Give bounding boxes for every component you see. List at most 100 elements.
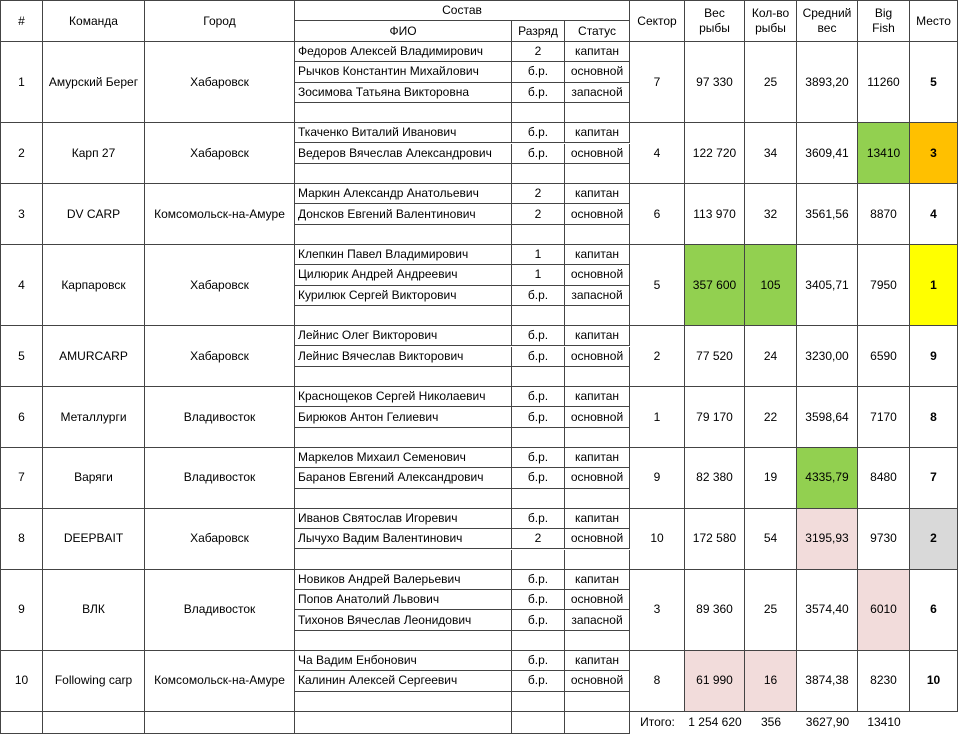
member-rank: б.р.: [512, 82, 565, 103]
empty-cell: [565, 224, 630, 245]
empty-cell: [295, 549, 512, 570]
team-number: 5: [0, 326, 43, 388]
team-big-fish: 8870: [858, 184, 910, 245]
team-average: 3893,20: [797, 42, 858, 124]
member-name: Ведеров Вячеслав Александрович: [295, 143, 512, 164]
empty-cell: [565, 305, 630, 327]
team-weight: 97 330: [685, 42, 745, 124]
empty-cell: [512, 630, 565, 651]
empty-cell: [565, 711, 630, 734]
team-big-fish: 9730: [858, 508, 910, 570]
member-name: Ча Вадим Енбонович: [295, 651, 512, 672]
member-rank: б.р.: [512, 326, 565, 347]
team-weight: 172 580: [685, 508, 745, 570]
team-count: 32: [745, 184, 797, 245]
member-name: Федоров Алексей Владимирович: [295, 42, 512, 63]
member-name: Баранов Евгений Александрович: [295, 468, 512, 489]
team-sector: 4: [630, 123, 685, 185]
member-status: капитан: [565, 42, 630, 63]
header-cell: Вес рыбы: [685, 0, 745, 42]
team-sector: 2: [630, 326, 685, 388]
empty-cell: [295, 305, 512, 327]
team-count: 16: [745, 651, 797, 712]
member-rank: б.р.: [512, 468, 565, 489]
team-place: 8: [910, 387, 958, 448]
team-number: 7: [0, 448, 43, 509]
header-cell: Кол-во рыбы: [745, 0, 797, 42]
team-weight: 113 970: [685, 184, 745, 245]
member-status: основной: [565, 143, 630, 164]
team-place: 3: [910, 123, 958, 185]
header-cell: Big Fish: [858, 0, 910, 42]
empty-cell: [295, 691, 512, 712]
team-number: 3: [0, 184, 43, 245]
team-name: DEEPBAIT: [43, 508, 145, 570]
team-count: 34: [745, 123, 797, 185]
member-status: основной: [565, 671, 630, 692]
member-name: Бирюков Антон Гелиевич: [295, 407, 512, 428]
member-rank: б.р.: [512, 569, 565, 591]
member-name: Цилюрик Андрей Андреевич: [295, 265, 512, 286]
team-name: Амурский Берег: [43, 42, 145, 124]
member-status: капитан: [565, 387, 630, 408]
member-name: Ткаченко Виталий Иванович: [295, 123, 512, 144]
team-big-fish: 11260: [858, 42, 910, 124]
team-average: 3874,38: [797, 651, 858, 712]
member-status: основной: [565, 204, 630, 225]
team-sector: 10: [630, 508, 685, 570]
member-rank: б.р.: [512, 123, 565, 144]
empty-cell: [910, 712, 958, 734]
empty-cell: [565, 549, 630, 570]
team-city: Владивосток: [145, 448, 295, 509]
empty-cell: [512, 163, 565, 185]
team-number: 1: [0, 42, 43, 124]
empty-cell: [512, 366, 565, 388]
empty-cell: [43, 711, 145, 734]
team-weight: 357 600: [685, 245, 745, 327]
team-place: 10: [910, 651, 958, 712]
member-name: Рычков Константин Михайлович: [295, 62, 512, 83]
team-average: 4335,79: [797, 448, 858, 509]
member-rank: 1: [512, 245, 565, 266]
team-name: ВЛК: [43, 569, 145, 651]
team-name: Карп 27: [43, 123, 145, 185]
member-rank: б.р.: [512, 508, 565, 530]
member-rank: 1: [512, 265, 565, 286]
team-count: 105: [745, 245, 797, 327]
member-name: Краснощеков Сергей Николаевич: [295, 387, 512, 408]
member-status: запасной: [565, 82, 630, 103]
empty-cell: [295, 711, 512, 734]
team-name: Following carp: [43, 651, 145, 712]
member-status: капитан: [565, 651, 630, 672]
team-count: 54: [745, 508, 797, 570]
member-rank: 2: [512, 204, 565, 225]
team-count: 25: [745, 42, 797, 124]
team-big-fish: 13410: [858, 123, 910, 185]
member-name: Лейнис Вячеслав Викторович: [295, 346, 512, 367]
empty-cell: [565, 102, 630, 124]
team-number: 8: [0, 508, 43, 570]
member-rank: б.р.: [512, 62, 565, 83]
member-name: Зосимова Татьяна Викторовна: [295, 82, 512, 103]
team-city: Хабаровск: [145, 326, 295, 388]
team-average: 3598,64: [797, 387, 858, 448]
team-number: 4: [0, 245, 43, 327]
empty-cell: [295, 163, 512, 185]
member-status: капитан: [565, 508, 630, 530]
member-status: основной: [565, 407, 630, 428]
member-status: запасной: [565, 610, 630, 631]
team-name: AMURCARP: [43, 326, 145, 388]
team-city: Владивосток: [145, 569, 295, 651]
total-average: 3627,90: [805, 715, 850, 730]
empty-cell: [512, 305, 565, 327]
empty-cell: [295, 224, 512, 245]
team-name: Металлурги: [43, 387, 145, 448]
team-number: 2: [0, 123, 43, 185]
member-rank: б.р.: [512, 285, 565, 306]
member-rank: 2: [512, 184, 565, 205]
member-name: Новиков Андрей Валерьевич: [295, 569, 512, 591]
team-city: Хабаровск: [145, 123, 295, 185]
total-weight: 1 254 620: [688, 715, 742, 730]
member-status: запасной: [565, 285, 630, 306]
